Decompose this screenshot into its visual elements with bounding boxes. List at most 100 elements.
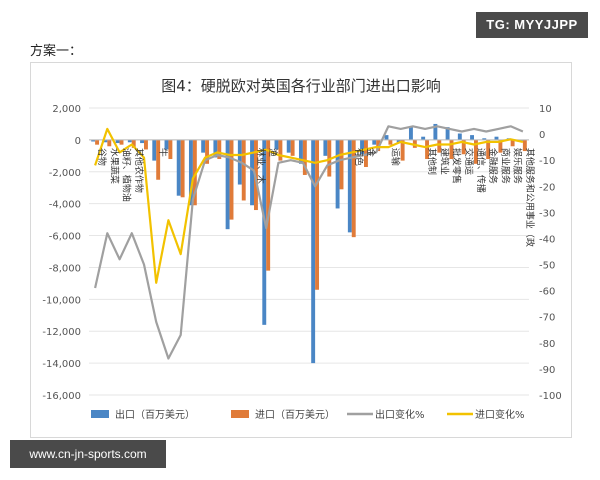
export-bar	[201, 139, 206, 153]
import-bar	[156, 139, 161, 180]
legend-export-swatch	[91, 410, 109, 418]
left-tick-label: -14,000	[42, 359, 81, 370]
import-bar	[449, 139, 454, 160]
import-bar	[437, 139, 442, 153]
export-bar	[225, 139, 230, 230]
left-tick-label: -6,000	[49, 232, 81, 243]
import-bar	[119, 139, 124, 145]
left-tick-label: 2,000	[52, 104, 81, 115]
category-label: 其他服务和公用事业（政	[524, 148, 536, 247]
legend-import-label: 进口（百万美元）	[255, 408, 335, 421]
import-bar	[486, 139, 491, 160]
right-tick-label: -60	[539, 287, 555, 298]
tg-badge: TG: MYYJJPP	[476, 12, 588, 38]
category-label: 娱乐服务	[512, 148, 524, 184]
import-bar	[388, 139, 393, 145]
export-bar	[457, 133, 462, 140]
export-bar	[213, 139, 218, 158]
import-bar	[510, 139, 515, 147]
category-label: 通信、传播	[475, 148, 487, 193]
left-tick-label: -8,000	[49, 263, 81, 274]
export-bar	[152, 139, 157, 161]
export-bar	[262, 139, 267, 325]
export-bar	[188, 139, 193, 206]
import-bar	[474, 139, 478, 164]
right-tick-label: -100	[539, 391, 562, 402]
export-bar	[103, 139, 108, 143]
import-bar	[290, 139, 295, 156]
legend-import-pct-label: 进口变化%	[475, 408, 525, 421]
import-bar	[131, 139, 136, 148]
import-bar	[95, 139, 100, 145]
export-bar	[311, 139, 316, 364]
category-label: 商业服务	[499, 148, 511, 184]
export-bar	[91, 139, 96, 142]
left-tick-label: -4,000	[49, 200, 81, 211]
import-bar	[229, 139, 234, 220]
category-label: 金	[365, 148, 377, 157]
site-badge: www.cn-jn-sports.com	[10, 440, 166, 468]
chart-frame: 图4：硬脱欧对英国各行业部门进出口影响 谷物 水果蔬菜 油籽、植物油 其他农作物 牛 林业…	[30, 62, 572, 438]
category-label: 油籽、植物油	[121, 148, 133, 202]
right-tick-label: 0	[539, 130, 545, 141]
scheme-label: 方案一：	[30, 44, 83, 59]
category-label: 有色	[353, 148, 365, 166]
category-label: 林业、木	[255, 148, 267, 184]
import-bar	[400, 139, 405, 161]
left-tick-label: -16,000	[42, 391, 81, 402]
category-label: 水果蔬菜	[108, 148, 120, 184]
chart-svg: 图4：硬脱欧对英国各行业部门进出口影响 谷物 水果蔬菜 油籽、植物油 其他农作物 牛 林业…	[42, 77, 562, 421]
import-bar	[425, 139, 430, 160]
right-tick-label: -10	[539, 156, 555, 167]
right-tick-label: -50	[539, 261, 555, 272]
left-tick-label: -12,000	[42, 327, 81, 338]
right-tick-label: -20	[539, 182, 555, 193]
export-bar	[335, 139, 340, 209]
import-bar	[498, 139, 503, 153]
export-bar	[494, 136, 499, 140]
import-bar	[168, 139, 173, 160]
legend-import-swatch	[231, 410, 249, 418]
export-bar	[127, 139, 132, 143]
import-bar	[205, 139, 210, 164]
export-bar	[372, 139, 377, 145]
import-bar	[339, 139, 344, 190]
category-label: 谷物	[96, 148, 108, 166]
category-label: 渔	[267, 148, 278, 157]
import-bar	[107, 139, 112, 147]
export-bar	[433, 123, 438, 140]
right-tick-label: 10	[539, 104, 552, 115]
import-bar	[302, 139, 307, 175]
export-bar	[408, 127, 413, 140]
export-bar	[396, 139, 401, 144]
left-tick-label: 0	[75, 136, 81, 147]
export-bar	[445, 127, 450, 140]
import-bar	[180, 139, 185, 198]
right-tick-label: -70	[539, 313, 555, 324]
export-bar	[115, 139, 120, 144]
import-bar	[461, 139, 466, 155]
legend-export-pct-label: 出口变化%	[375, 408, 425, 421]
category-label: 牛	[157, 148, 169, 157]
import-bar	[522, 139, 527, 152]
category-label: 运输	[389, 148, 401, 166]
export-bar	[347, 139, 352, 233]
import-pct-line	[94, 127, 524, 284]
export-bar	[250, 139, 254, 206]
export-bar	[384, 135, 389, 140]
export-bar	[176, 139, 181, 196]
left-tick-label: -10,000	[42, 295, 81, 306]
export-bar	[360, 139, 364, 155]
category-label: 其他制	[426, 148, 438, 175]
export-bar	[286, 139, 291, 153]
left-tick-label: -2,000	[49, 168, 81, 179]
export-bar	[274, 139, 279, 150]
legend-export-label: 出口（百万美元）	[115, 408, 195, 421]
import-bar	[351, 139, 356, 238]
import-bar	[144, 139, 148, 150]
right-tick-label: -80	[539, 339, 555, 350]
import-bar	[241, 139, 246, 201]
export-bar	[323, 139, 328, 156]
right-tick-label: -40	[539, 234, 555, 245]
import-bar	[364, 139, 368, 167]
